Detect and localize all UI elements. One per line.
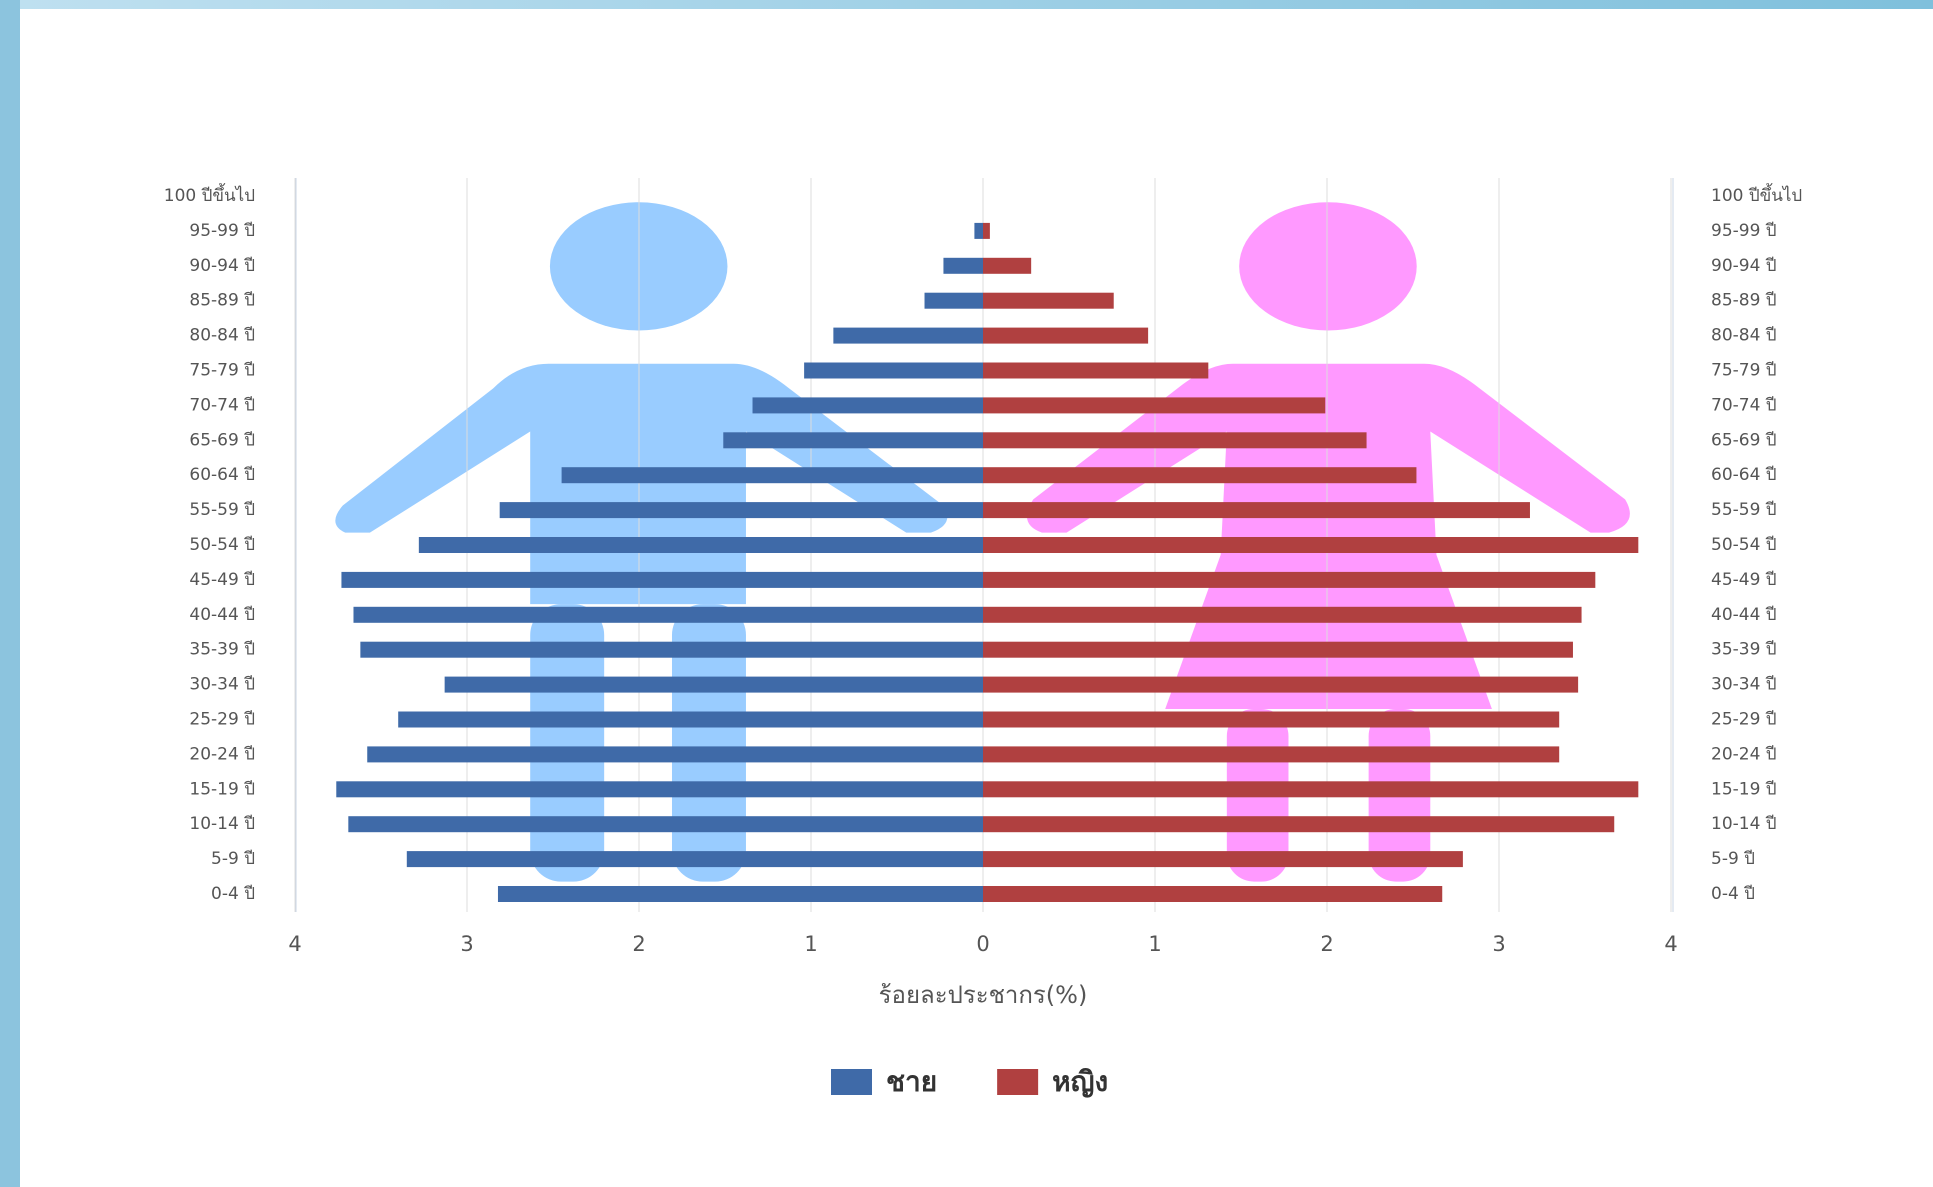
- y-tick-label: 0-4 ปี: [211, 884, 255, 904]
- bar: [983, 886, 1442, 902]
- bar: [983, 746, 1559, 762]
- bar: [983, 572, 1595, 588]
- bar: [419, 537, 983, 553]
- y-tick-label: 45-49 ปี: [189, 570, 255, 590]
- y-tick-label-right: 65-69 ปี: [1711, 430, 1777, 450]
- y-tick-label-right: 75-79 ปี: [1711, 361, 1777, 381]
- bar: [753, 397, 983, 413]
- bar: [983, 223, 990, 239]
- bar: [983, 816, 1614, 832]
- bar: [983, 502, 1530, 518]
- y-tick-label-right: 15-19 ปี: [1711, 779, 1777, 799]
- y-tick-label-right: 45-49 ปี: [1711, 570, 1777, 590]
- bar: [353, 607, 983, 623]
- y-tick-label: 60-64 ปี: [189, 465, 255, 485]
- y-tick-label-right: 50-54 ปี: [1711, 535, 1777, 555]
- bar: [341, 572, 983, 588]
- bar: [983, 781, 1638, 797]
- y-tick-label-right: 20-24 ปี: [1711, 744, 1777, 764]
- y-tick-label: 30-34 ปี: [189, 675, 255, 695]
- legend-swatch: [997, 1069, 1038, 1095]
- y-tick-label-right: 60-64 ปี: [1711, 465, 1777, 485]
- y-tick-label: 80-84 ปี: [189, 326, 255, 346]
- y-tick-label-right: 5-9 ปี: [1711, 849, 1755, 869]
- bar: [804, 363, 983, 379]
- x-tick-label: 0: [976, 932, 989, 956]
- bar: [498, 886, 983, 902]
- bar: [398, 712, 983, 728]
- x-tick-label: 1: [1148, 932, 1161, 956]
- bar: [983, 293, 1114, 309]
- y-tick-label: 65-69 ปี: [189, 430, 255, 450]
- bar: [500, 502, 983, 518]
- y-tick-label-right: 35-39 ปี: [1711, 640, 1777, 660]
- y-tick-label-right: 70-74 ปี: [1711, 395, 1777, 415]
- y-tick-label: 20-24 ปี: [189, 744, 255, 764]
- bar: [983, 677, 1578, 693]
- bar: [983, 363, 1208, 379]
- legend-label: ชาย: [886, 1065, 937, 1098]
- bar: [983, 607, 1582, 623]
- y-tick-label: 5-9 ปี: [211, 849, 255, 869]
- bar: [983, 258, 1031, 274]
- bar: [983, 467, 1416, 483]
- y-tick-label: 70-74 ปี: [189, 395, 255, 415]
- x-tick-label: 4: [1664, 932, 1677, 956]
- bar: [723, 432, 983, 448]
- x-tick-label: 1: [804, 932, 817, 956]
- y-tick-label-right: 95-99 ปี: [1711, 221, 1777, 241]
- y-tick-label-right: 25-29 ปี: [1711, 710, 1777, 730]
- y-tick-label-right: 90-94 ปี: [1711, 256, 1777, 276]
- bar: [445, 677, 983, 693]
- bar: [943, 258, 983, 274]
- bar: [336, 781, 983, 797]
- y-tick-label: 10-14 ปี: [189, 814, 255, 834]
- x-tick-label: 3: [460, 932, 473, 956]
- x-axis-title: ร้อยละประชากร(%): [879, 981, 1088, 1009]
- bar: [983, 537, 1638, 553]
- bar: [360, 642, 983, 658]
- bar: [925, 293, 983, 309]
- y-tick-label: 15-19 ปี: [189, 779, 255, 799]
- y-tick-label-right: 10-14 ปี: [1711, 814, 1777, 834]
- bar: [974, 223, 983, 239]
- left-frame: [0, 0, 20, 1187]
- legend-label: หญิง: [1052, 1065, 1108, 1098]
- bar: [983, 642, 1573, 658]
- y-tick-label: 100 ปีขึ้นไป: [164, 183, 255, 206]
- bar: [407, 851, 983, 867]
- legend-swatch: [831, 1069, 872, 1095]
- bar: [348, 816, 983, 832]
- y-tick-label-right: 80-84 ปี: [1711, 326, 1777, 346]
- x-tick-label: 3: [1492, 932, 1505, 956]
- y-tick-label: 35-39 ปี: [189, 640, 255, 660]
- y-tick-label: 25-29 ปี: [189, 710, 255, 730]
- bar: [367, 746, 983, 762]
- top-frame: [0, 0, 1933, 9]
- y-tick-label: 40-44 ปี: [189, 605, 255, 625]
- y-tick-label: 75-79 ปี: [189, 361, 255, 381]
- bar: [983, 432, 1367, 448]
- bar: [562, 467, 983, 483]
- bar: [983, 851, 1463, 867]
- x-tick-label: 2: [1320, 932, 1333, 956]
- x-tick-label: 2: [632, 932, 645, 956]
- y-tick-label-right: 100 ปีขึ้นไป: [1711, 183, 1802, 206]
- bar: [833, 328, 983, 344]
- y-tick-label-right: 55-59 ปี: [1711, 500, 1777, 520]
- bar: [983, 328, 1148, 344]
- bar: [983, 397, 1325, 413]
- x-tick-label: 4: [288, 932, 301, 956]
- y-tick-label: 95-99 ปี: [189, 221, 255, 241]
- y-tick-label-right: 40-44 ปี: [1711, 605, 1777, 625]
- y-tick-label: 50-54 ปี: [189, 535, 255, 555]
- chart: ร้อยละประชากร(%) 4 3 2 1 0 1 2 3 4 100 ปีขึ้นไป 10…: [0, 0, 1933, 1187]
- y-tick-label: 55-59 ปี: [189, 500, 255, 520]
- y-tick-label-right: 85-89 ปี: [1711, 291, 1777, 311]
- bar: [983, 712, 1559, 728]
- y-tick-label-right: 0-4 ปี: [1711, 884, 1755, 904]
- y-tick-label: 90-94 ปี: [189, 256, 255, 276]
- y-tick-label-right: 30-34 ปี: [1711, 675, 1777, 695]
- y-tick-label: 85-89 ปี: [189, 291, 255, 311]
